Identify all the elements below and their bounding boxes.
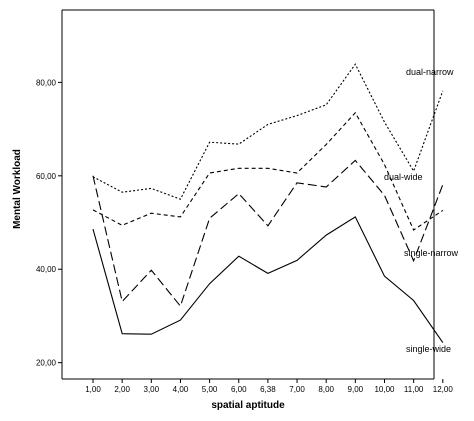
series-labels: dual-narrow dual-wide single-narrow single-… [384,67,459,354]
series-label-dual-wide: dual-wide [384,172,423,182]
x-axis-title: spatial aptitude [211,400,285,411]
x-tick-label: 6,00 [231,385,247,394]
series-line-dual-wide [92,111,444,231]
x-axis-ticks: 1,00 2,00 3,00 4,00 5,00 6,00 6,38 7,00 8,00 9,00… [85,379,453,394]
x-tick-label: 11,00 [404,385,424,394]
x-tick-label: 5,00 [202,385,218,394]
y-tick-label: 20,00 [36,359,57,368]
y-tick-label: 60,00 [36,172,57,181]
axes [61,9,435,380]
series-label-dual-narrow: dual-narrow [406,67,454,77]
x-tick-label: 1,00 [85,385,101,394]
x-tick-label: 6,38 [260,385,276,394]
y-axis-title: Mental Workload [12,149,23,229]
series-line-single-wide [92,216,444,343]
x-tick-label: 9,00 [348,385,364,394]
y-tick-label: 40,00 [36,265,57,274]
x-tick-label: 8,00 [318,385,334,394]
x-tick-label: 3,00 [144,385,160,394]
y-axis-ticks: 20,00 40,00 60,00 80,00 [36,78,62,368]
series-label-single-narrow: single-narrow [404,248,459,258]
x-tick-label: 2,00 [114,385,130,394]
x-tick-label: 4,00 [173,385,189,394]
series-lines [92,63,444,343]
series-line-single-narrow [92,159,444,308]
y-tick-label: 80,00 [36,78,57,87]
series-label-single-wide: single-wide [406,344,451,354]
x-tick-label: 7,00 [289,385,305,394]
series-line-dual-narrow [92,63,444,200]
x-tick-label: 10,00 [374,385,395,394]
x-tick-label: 12,00 [433,385,454,394]
